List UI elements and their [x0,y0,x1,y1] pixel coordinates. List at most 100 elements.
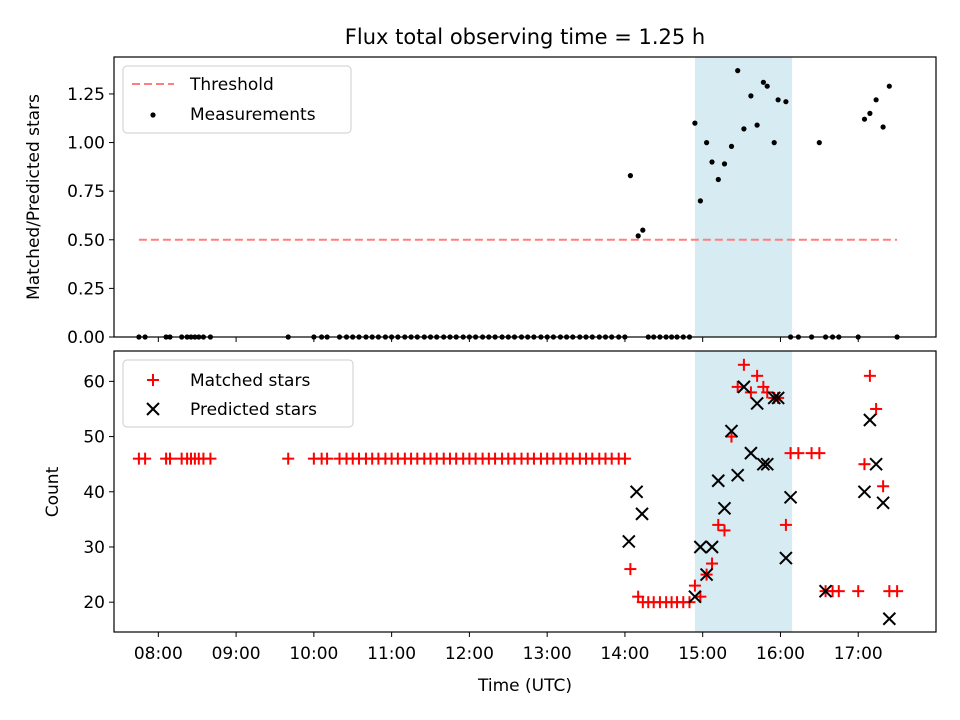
matched-star-marker [282,452,295,465]
matched-stars-series [132,358,904,609]
matched-star-marker [792,447,805,460]
top-x-ticks [157,337,859,342]
measurement-point [692,120,698,126]
measurement-point [728,143,735,149]
top-legend: Threshold Measurements [122,65,352,134]
predicted-star-marker [724,424,739,438]
predicted-star-marker [779,551,793,565]
matched-star-marker [688,579,701,592]
measurement-point [754,122,760,128]
predicted-star-marker [876,496,890,510]
top-y-tick-label: 0.50 [67,231,105,251]
predicted-star-marker [771,391,785,405]
measurement-point [635,233,641,239]
matched-star-marker [832,585,845,598]
top-axes-frame [113,56,937,338]
matched-star-marker [751,369,764,382]
measurement-point [748,93,754,99]
predicted-legend-swatch [146,402,160,416]
matched-star-marker [712,518,725,531]
predicted-star-marker [869,457,883,471]
bottom-panel: 20 30 40 50 60 08:00 09:00 10:00 11:00 12:00 13:0… [43,350,937,696]
matched-star-marker [706,557,719,570]
measurement-point [775,97,781,103]
bottom-x-tick-label: 11:00 [367,644,416,664]
bottom-x-tick-label: 15:00 [678,644,727,664]
bottom-x-tick-label: 17:00 [834,644,883,664]
measurement-point [880,124,886,130]
predicted-star-marker [756,457,771,471]
measurement-point [640,227,646,233]
predicted-star-marker [717,501,732,516]
bottom-x-tick-label: 13:00 [523,644,572,664]
predicted-star-marker [818,584,833,598]
bottom-x-tick-label: 14:00 [600,644,649,664]
bottom-y-tick-label: 40 [83,483,105,503]
predicted-star-marker [750,396,764,411]
measurement-point [709,159,715,165]
bottom-x-tick-label: 08:00 [134,644,183,664]
predicted-star-marker [783,490,798,505]
bottom-x-tick-label: 12:00 [445,644,494,664]
predicted-star-marker [767,391,781,405]
bottom-legend: Matched stars Predicted stars [122,359,354,428]
top-y-tick-label: 0.75 [67,182,105,202]
predicted-star-marker [744,446,758,460]
predicted-star-marker [730,468,745,482]
predicted-star-marker [863,413,877,427]
predicted-star-marker [699,567,714,582]
matched-star-marker [744,386,757,399]
matched-star-marker [624,563,637,576]
threshold-legend-label: Threshold [189,75,274,95]
measurement-point [861,116,868,122]
measurements-legend-swatch [150,112,156,118]
predicted-star-marker [760,457,774,471]
matched-star-marker [725,430,738,443]
predicted-star-marker [711,474,725,488]
bottom-x-axis: 08:00 09:00 10:00 11:00 12:00 13:00 14:00 15:00… [134,632,883,664]
matched-star-marker [321,452,334,465]
measurement-point [764,83,770,89]
matched-star-marker [163,452,176,465]
measurement-point [816,140,822,146]
bottom-x-tick-label: 16:00 [756,644,805,664]
top-y-tick-label: 0.25 [67,279,105,299]
matched-star-marker [891,585,904,598]
measurement-point [741,126,747,132]
matched-star-marker [618,452,631,465]
measurement-point [627,173,634,179]
bottom-y-tick-label: 60 [83,372,105,392]
measurement-point [715,176,721,183]
top-y-tick-label: 0.00 [67,328,105,348]
measurement-point [721,161,728,167]
top-highlight-span [694,57,793,337]
bottom-ylabel: Count [43,466,63,517]
bottom-axes-frame [113,350,937,633]
top-y-tick-label: 1.00 [67,134,105,154]
matched-legend-label: Matched stars [190,371,310,391]
measurement-point [697,198,704,204]
predicted-star-marker [737,380,751,394]
top-panel: 0.00 0.25 0.50 0.75 1.00 1.25 Matched/Predict… [24,56,937,348]
matched-star-marker [877,480,890,493]
measurement-point [760,79,767,85]
matched-star-marker [779,518,792,531]
measurement-point [704,140,710,146]
bottom-y-tick-label: 50 [83,428,105,448]
matched-star-marker [718,524,731,537]
predicted-stars-series [622,380,897,626]
matched-star-marker [139,452,152,465]
predicted-star-marker [693,540,708,554]
predicted-star-marker [629,485,644,499]
matched-star-marker [761,386,774,399]
bottom-x-tick-label: 09:00 [212,644,261,664]
predicted-star-marker [622,534,636,549]
measurement-point [783,99,789,105]
bottom-y-tick-label: 20 [83,593,105,613]
measurement-point [771,140,777,146]
matched-star-marker [870,402,883,415]
matched-star-marker [694,590,707,603]
matched-star-marker [731,380,744,393]
figure-title: Flux total observing time = 1.25 h [345,25,705,49]
